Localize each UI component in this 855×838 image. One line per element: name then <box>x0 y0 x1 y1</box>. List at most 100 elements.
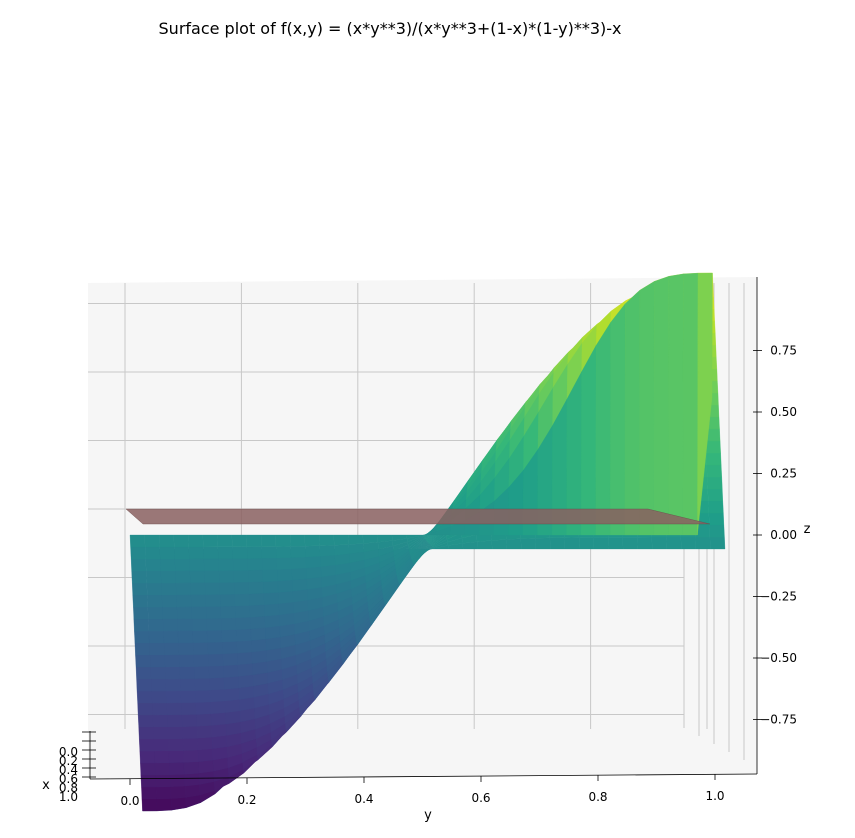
surface-patch <box>651 536 667 550</box>
surface-patch <box>202 534 218 548</box>
surface-patch <box>682 272 699 536</box>
surface-patch <box>190 582 206 596</box>
surface-patch <box>232 558 249 571</box>
surface-patch <box>178 654 195 668</box>
surface-patch <box>264 614 280 628</box>
surface-patch <box>163 642 180 656</box>
surface-patch <box>176 594 192 608</box>
surface-patch <box>564 537 580 550</box>
surface-patch <box>237 663 254 677</box>
surface-patch <box>141 798 158 812</box>
surface-patch <box>160 558 176 572</box>
surface-patch <box>549 537 566 550</box>
surface-patch <box>217 546 234 560</box>
surface-patch <box>132 582 148 596</box>
surface-patch <box>168 750 185 763</box>
surface-patch <box>222 652 238 666</box>
surface-patch <box>188 534 204 548</box>
surface-patch <box>639 281 655 536</box>
surface-patch <box>707 476 723 490</box>
surface-patch <box>182 726 198 739</box>
surface-patch <box>164 654 180 668</box>
surface-patch <box>168 738 184 752</box>
surface-patch <box>261 546 277 559</box>
surface-patch <box>198 759 214 774</box>
surface-patch <box>180 678 196 691</box>
surface-patch <box>165 678 181 692</box>
surface-patch <box>220 605 236 619</box>
surface-patch <box>196 713 212 727</box>
surface-patch <box>136 678 152 692</box>
y-tick-label: 0.6 <box>471 791 490 805</box>
x-tick-label: 0.6 <box>59 772 78 786</box>
surface-patch <box>276 568 293 582</box>
surface-patch <box>195 689 211 703</box>
surface-patch <box>292 578 308 592</box>
surface-patch <box>224 699 241 713</box>
surface-patch <box>204 582 221 595</box>
x-ticks: 0.00.20.40.60.81.0 <box>59 731 96 804</box>
surface-patch <box>695 536 711 550</box>
surface-patch <box>707 488 723 502</box>
x-tick-label: 0.0 <box>59 745 78 759</box>
surface-patch <box>206 630 223 643</box>
surface-patch <box>233 570 249 583</box>
surface-patch <box>144 534 160 548</box>
y-tick-label: 0.2 <box>237 793 256 807</box>
surface-patch <box>223 664 239 678</box>
surface-patch <box>140 762 156 776</box>
surface-patch <box>146 570 162 584</box>
x-axis-label: x <box>42 778 50 793</box>
surface-patch <box>278 601 294 616</box>
surface-patch <box>277 579 293 593</box>
surface-patch <box>178 642 194 656</box>
surface-patch <box>224 687 240 702</box>
surface-patch <box>148 630 165 644</box>
surface-patch <box>179 666 195 680</box>
surface-patch <box>184 772 200 787</box>
surface-patch <box>197 736 213 751</box>
surface-patch <box>149 642 165 656</box>
surface-patch <box>234 593 250 607</box>
surface-patch <box>166 702 182 716</box>
surface-patch <box>306 576 323 590</box>
surface-patch <box>225 710 241 725</box>
surface-patch <box>191 606 207 619</box>
surface-patch <box>144 546 161 560</box>
y-ticks: 0.0 0.2 0.4 0.6 0.8 1.0 <box>120 774 725 808</box>
surface-patch <box>234 605 251 619</box>
surface-patch <box>210 712 227 726</box>
chart-title: Surface plot of f(x,y) = (x*y**3)/(x*y**… <box>159 19 622 38</box>
surface-patch <box>362 534 379 544</box>
surface-patch <box>666 536 682 550</box>
x-tick-label: 0.2 <box>59 754 78 768</box>
surface-patch <box>607 536 624 550</box>
surface-patch <box>141 786 157 800</box>
surface-patch <box>304 534 320 547</box>
surface-patch <box>220 617 237 631</box>
surface-patch <box>196 725 213 739</box>
surface-patch <box>680 536 697 550</box>
surface-patch <box>609 303 626 536</box>
surface-patch <box>319 545 335 557</box>
surface-patch <box>593 537 609 550</box>
surface-patch <box>195 701 212 715</box>
surface-patch <box>218 558 234 571</box>
y-axis-line <box>89 773 758 780</box>
surface-patch <box>209 677 225 691</box>
surface-patch <box>491 539 507 550</box>
surface-patch <box>705 452 722 466</box>
surface-patch <box>289 534 306 547</box>
surface-patch <box>135 666 152 680</box>
surface-patch <box>136 690 153 704</box>
surface-patch <box>520 538 537 550</box>
surface-patch <box>250 627 266 641</box>
surface-patch <box>156 798 172 812</box>
surface-patch <box>139 750 155 764</box>
surface-patch <box>697 272 713 536</box>
surface-patch <box>162 606 178 620</box>
surface-patch <box>160 570 176 584</box>
axes-lines <box>89 277 758 780</box>
surface-patch <box>159 546 175 560</box>
